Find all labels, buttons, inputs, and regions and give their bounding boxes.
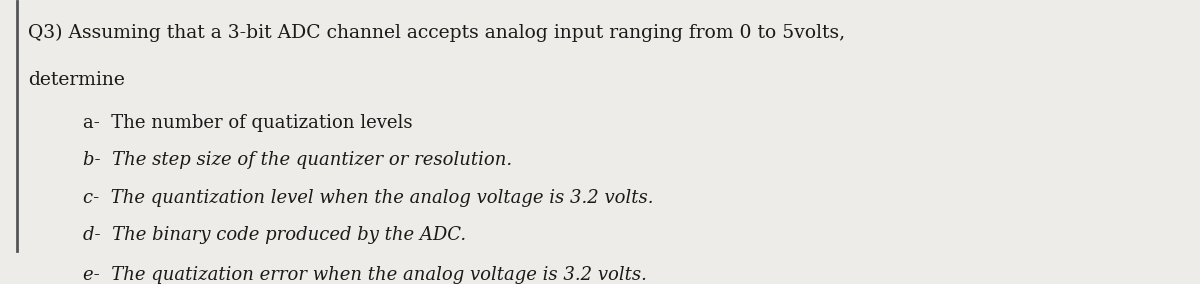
Text: c-  The quantization level when the analog voltage is 3.2 volts.: c- The quantization level when the analo… (83, 189, 653, 207)
Text: b-  The step size of the quantizer or resolution.: b- The step size of the quantizer or res… (83, 151, 512, 170)
Text: Q3) Assuming that a 3-bit ADC channel accepts analog input ranging from 0 to 5vo: Q3) Assuming that a 3-bit ADC channel ac… (28, 24, 845, 42)
Text: determine: determine (28, 71, 125, 89)
Text: e-  The quatization error when the analog voltage is 3.2 volts.: e- The quatization error when the analog… (83, 266, 647, 284)
Text: a-  The number of quatization levels: a- The number of quatization levels (83, 114, 413, 132)
Text: d-  The binary code produced by the ADC.: d- The binary code produced by the ADC. (83, 226, 466, 245)
